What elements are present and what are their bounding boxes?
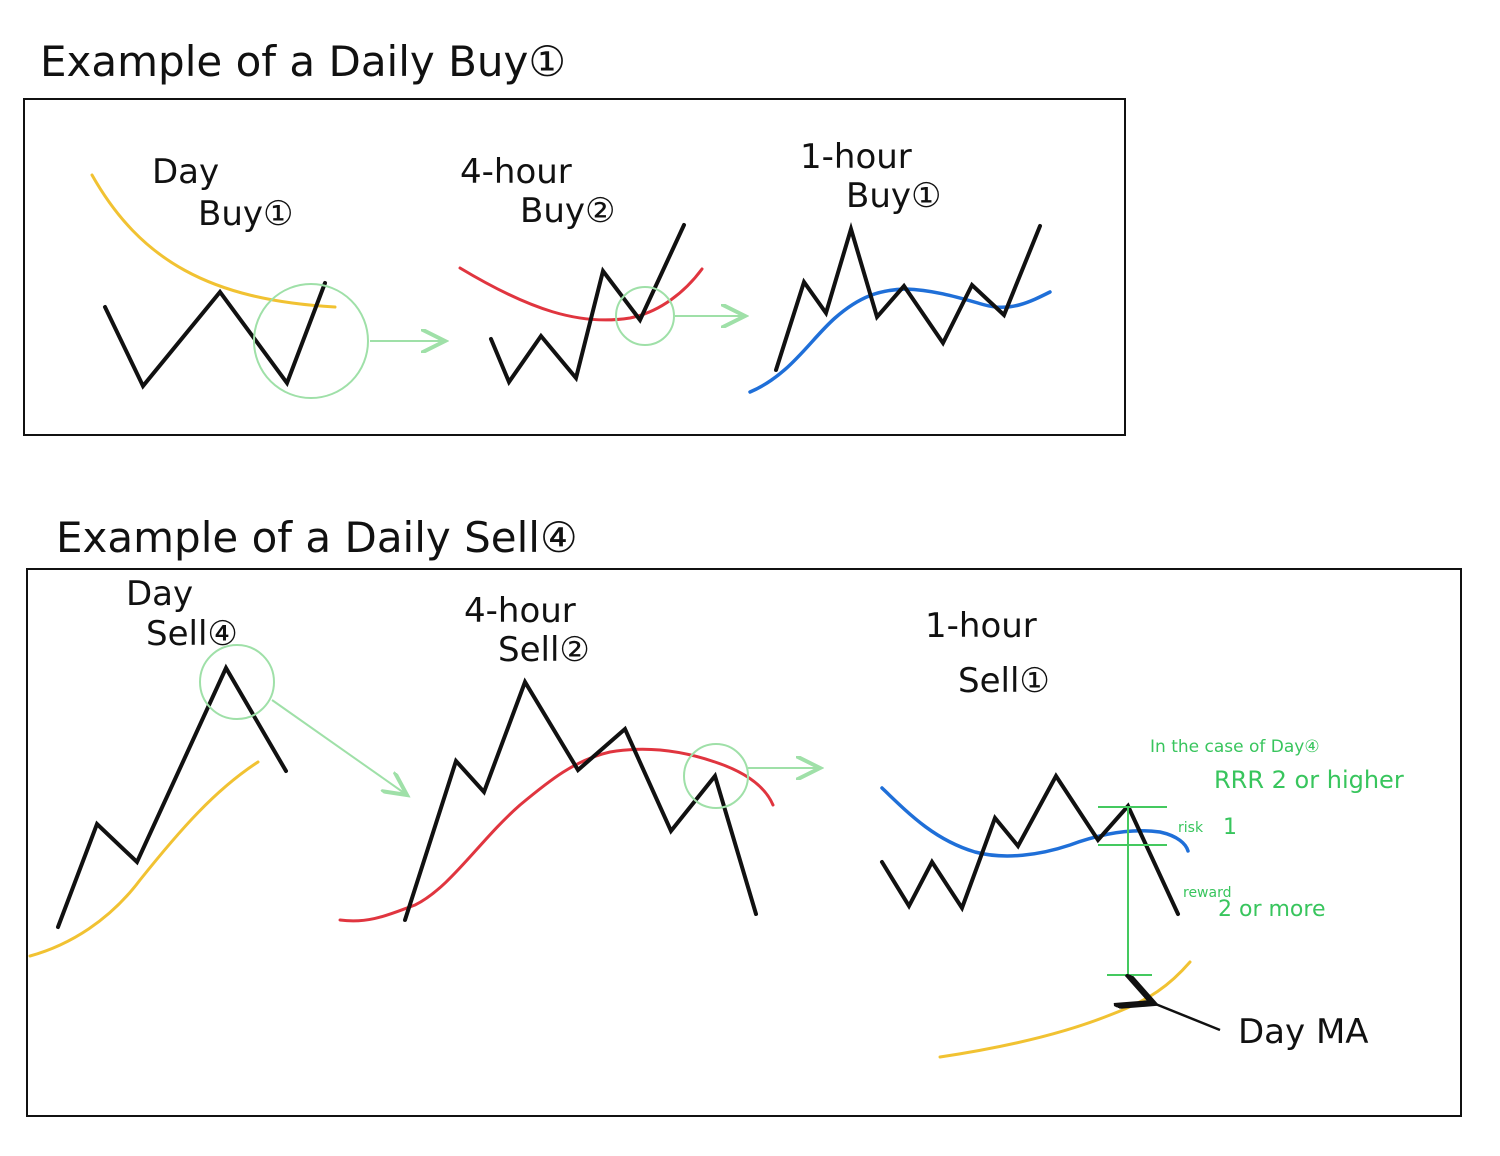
sell-4h-highlight-circle bbox=[683, 743, 749, 809]
buy-1h-signal: Buy① bbox=[846, 176, 941, 216]
buy-4h-signal: Buy② bbox=[520, 191, 615, 231]
buy-day-price-line bbox=[103, 281, 327, 390]
sell-1h-price-line bbox=[880, 772, 1180, 916]
buy-day-label: Day bbox=[152, 152, 219, 192]
sell-4h-ma-line bbox=[338, 747, 775, 923]
sell-4h-signal: Sell② bbox=[498, 630, 590, 670]
sell-4h-label: 4-hour bbox=[464, 591, 576, 631]
buy-4h-price-line bbox=[489, 223, 686, 387]
reward-label: reward bbox=[1183, 885, 1232, 901]
sell-day-ma-line bbox=[28, 760, 260, 958]
buy-4h-highlight-circle bbox=[615, 286, 675, 346]
sell-day-to-4h-arrow bbox=[271, 699, 407, 795]
sell-day-highlight-circle bbox=[199, 644, 275, 720]
buy-1h-price-line bbox=[774, 221, 1042, 372]
sell-4h-price-line bbox=[403, 677, 758, 922]
buy-day-highlight-circle bbox=[253, 283, 369, 399]
sell-day-price-line bbox=[56, 663, 288, 929]
risk-label: risk bbox=[1178, 820, 1204, 836]
sell-1h-signal: Sell① bbox=[958, 661, 1050, 701]
buy-day-ma-line bbox=[90, 173, 337, 309]
day-ma-label: Day MA bbox=[1238, 1012, 1369, 1052]
sell-panel-frame bbox=[26, 568, 1462, 1117]
sell-section-title: Example of a Daily Sell④ bbox=[56, 513, 578, 562]
buy-1h-label: 1-hour bbox=[800, 137, 912, 177]
day-ma-pointer-arrow bbox=[1153, 1003, 1221, 1032]
risk-value: 1 bbox=[1223, 815, 1237, 840]
reward-value: 2 or more bbox=[1218, 897, 1325, 922]
buy-4h-label: 4-hour bbox=[460, 152, 572, 192]
rrr-ratio-note: RRR 2 or higher bbox=[1214, 766, 1404, 794]
buy-section-title: Example of a Daily Buy① bbox=[40, 37, 566, 86]
buy-4h-ma-line bbox=[458, 266, 704, 322]
sell-1h-ma-line bbox=[880, 786, 1190, 858]
sell-day-label: Day bbox=[126, 574, 193, 614]
buy-day-signal: Buy① bbox=[198, 194, 293, 234]
buy-panel-frame bbox=[23, 98, 1126, 436]
sell-1h-day-ma-line bbox=[938, 960, 1192, 1059]
rrr-case-note: In the case of Day④ bbox=[1150, 737, 1320, 757]
sell-1h-label: 1-hour bbox=[925, 606, 1037, 646]
